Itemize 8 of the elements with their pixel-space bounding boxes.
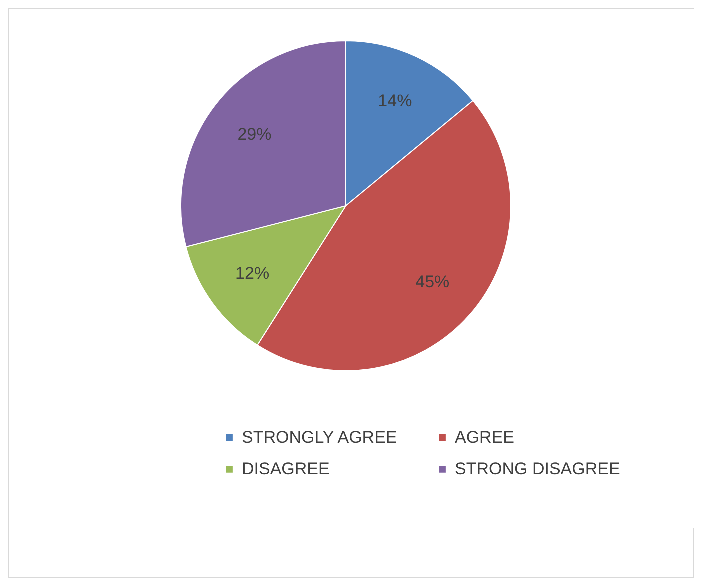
legend-label: DISAGREE [242, 460, 330, 478]
data-label: 45% [416, 272, 450, 292]
data-label: 14% [378, 91, 412, 110]
legend-label: STRONGLY AGREE [242, 428, 398, 447]
data-label: 12% [236, 264, 270, 283]
data-label: 29% [238, 125, 272, 144]
legend-label: STRONG DISAGREE [455, 460, 620, 478]
legend-label: AGREE [455, 428, 515, 447]
